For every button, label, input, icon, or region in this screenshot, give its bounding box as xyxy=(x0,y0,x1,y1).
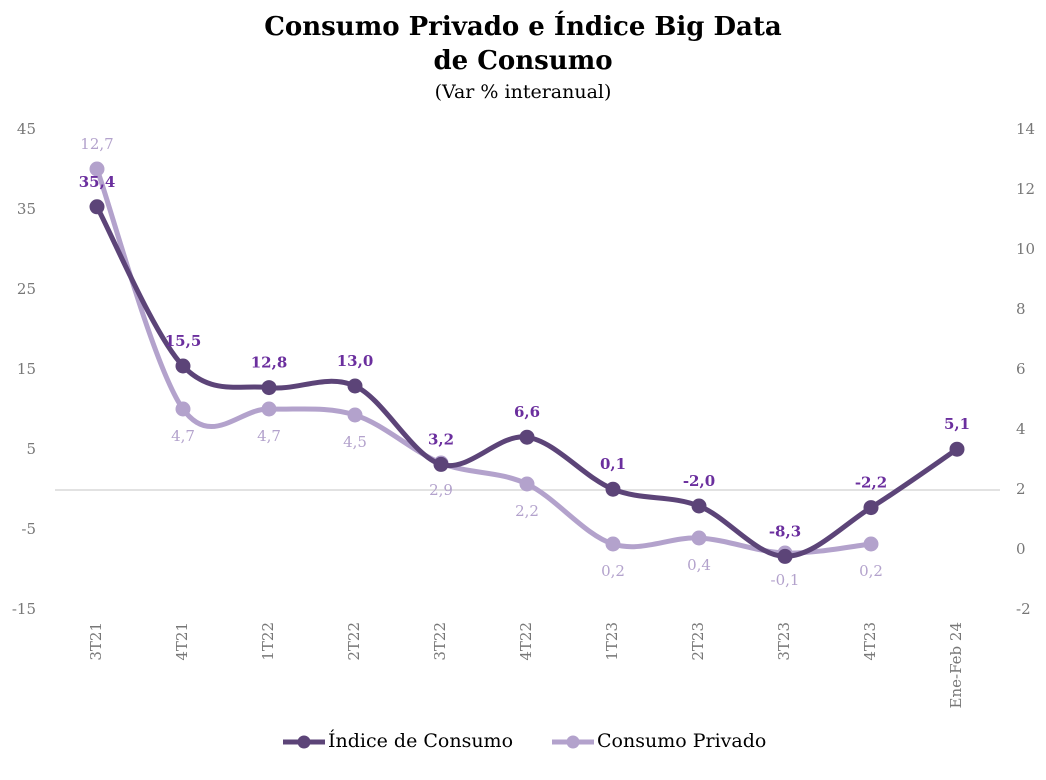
y-tick-label: 45 xyxy=(17,120,36,138)
data-label: 12,8 xyxy=(251,354,288,372)
data-label: 12,7 xyxy=(80,135,113,153)
legend-label: Índice de Consumo xyxy=(328,729,513,752)
series-point xyxy=(863,500,879,516)
x-tick-label: 4T21 xyxy=(173,622,191,661)
y2-tick-label: 12 xyxy=(1016,180,1035,198)
data-label: 35,4 xyxy=(79,173,116,191)
data-label: 2,9 xyxy=(429,481,453,499)
series-point xyxy=(433,456,449,472)
series-point xyxy=(89,199,105,215)
data-label: -2,2 xyxy=(855,474,887,492)
y-tick-label: -5 xyxy=(21,520,36,538)
x-tick-label: Ene-Feb 24 xyxy=(947,622,965,708)
series-point xyxy=(691,498,707,514)
data-label: 6,6 xyxy=(514,403,540,421)
data-label: 0,2 xyxy=(601,562,625,580)
y-tick-label: 35 xyxy=(17,200,36,218)
x-tick-label: 1T22 xyxy=(259,622,277,661)
y2-tick-label: 8 xyxy=(1016,300,1026,318)
series-point xyxy=(347,407,363,423)
series-point xyxy=(519,429,535,445)
data-label: 15,5 xyxy=(165,332,202,350)
chart-title: de Consumo xyxy=(433,46,612,76)
y2-tick-label: 14 xyxy=(1016,120,1035,138)
legend-swatch xyxy=(297,735,311,749)
y-tick-label: -15 xyxy=(12,600,36,618)
x-tick-label: 4T22 xyxy=(517,622,535,661)
series-point xyxy=(347,378,363,394)
series-point xyxy=(605,481,621,497)
x-tick-label: 2T23 xyxy=(689,622,707,661)
x-tick-label: 4T23 xyxy=(861,622,879,661)
y2-tick-label: 4 xyxy=(1016,420,1026,438)
y2-tick-label: 2 xyxy=(1016,480,1026,498)
legend-swatch xyxy=(566,735,580,749)
y-tick-label: 5 xyxy=(26,440,36,458)
series-point xyxy=(777,548,793,564)
series-point xyxy=(949,441,965,457)
chart-title: Consumo Privado e Índice Big Data xyxy=(264,10,782,42)
data-label: 0,1 xyxy=(600,455,626,473)
data-label: -8,3 xyxy=(769,522,801,540)
data-label: 13,0 xyxy=(337,352,374,370)
y2-tick-label: 10 xyxy=(1016,240,1035,258)
chart-subtitle: (Var % interanual) xyxy=(435,81,612,103)
x-tick-label: 3T23 xyxy=(775,622,793,661)
legend-label: Consumo Privado xyxy=(597,730,766,752)
x-tick-label: 1T23 xyxy=(603,622,621,661)
y2-tick-label: 0 xyxy=(1016,540,1026,558)
data-label: 4,7 xyxy=(257,427,281,445)
series-point xyxy=(89,161,105,177)
series-point xyxy=(605,536,621,552)
data-label: -0,1 xyxy=(771,571,800,589)
x-tick-label: 3T22 xyxy=(431,622,449,661)
series-point xyxy=(261,380,277,396)
data-label: 0,2 xyxy=(859,562,883,580)
series-line xyxy=(94,204,960,559)
data-label: 4,5 xyxy=(343,433,367,451)
y-tick-label: 25 xyxy=(17,280,36,298)
series-point xyxy=(175,358,191,374)
x-tick-label: 3T21 xyxy=(87,622,105,661)
data-label: 0,4 xyxy=(687,556,711,574)
data-label: 5,1 xyxy=(944,415,970,433)
y2-tick-label: -2 xyxy=(1016,600,1031,618)
data-label: 4,7 xyxy=(171,427,195,445)
x-tick-label: 2T22 xyxy=(345,622,363,661)
data-label: 2,2 xyxy=(515,502,539,520)
series-line xyxy=(94,166,874,556)
series-point xyxy=(261,401,277,417)
data-label: 3,2 xyxy=(428,430,454,448)
y-tick-label: 15 xyxy=(17,360,36,378)
series-point xyxy=(863,536,879,552)
data-label: -2,0 xyxy=(683,472,715,490)
series-point xyxy=(519,476,535,492)
series-point xyxy=(175,401,191,417)
y2-tick-label: 6 xyxy=(1016,360,1026,378)
series-point xyxy=(691,530,707,546)
